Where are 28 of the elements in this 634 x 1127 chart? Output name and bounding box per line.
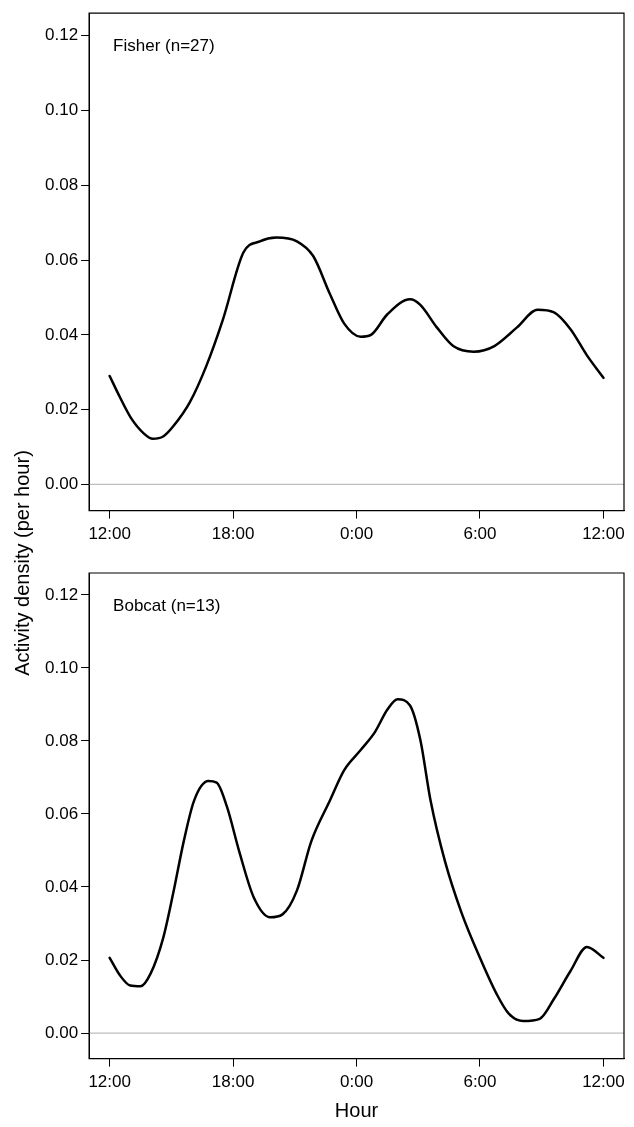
- x-tick-label: 18:00: [211, 1072, 255, 1092]
- x-tick-label: 0:00: [340, 1072, 374, 1092]
- y-tick-label: 0.00: [44, 474, 79, 494]
- y-tick-label: 0.06: [44, 803, 79, 823]
- x-tick-label: 6:00: [463, 524, 497, 544]
- x-tick-label: 12:00: [88, 524, 131, 544]
- y-tick-label: 0.08: [44, 174, 79, 194]
- annotation: Fisher (n=27): [113, 36, 215, 56]
- y-tick-label: 0.04: [44, 324, 79, 344]
- x-tick-label: 12:00: [582, 1072, 625, 1092]
- y-tick-label: 0.12: [44, 584, 79, 604]
- y-axis-title: Activity density (per hour): [10, 450, 34, 676]
- x-tick-label: 12:00: [88, 1072, 131, 1092]
- x-tick-label: 6:00: [463, 1072, 497, 1092]
- y-tick-label: 0.04: [44, 876, 79, 896]
- annotation: Bobcat (n=13): [113, 596, 221, 616]
- y-tick-label: 0.00: [44, 1022, 79, 1042]
- y-tick-label: 0.10: [44, 657, 79, 677]
- y-tick-label: 0.10: [44, 100, 79, 120]
- y-tick-label: 0.08: [44, 730, 79, 750]
- y-tick-label: 0.02: [44, 949, 79, 969]
- x-axis-title: Hour: [334, 1098, 379, 1121]
- y-tick-label: 0.12: [44, 25, 79, 45]
- y-tick-label: 0.06: [44, 249, 79, 269]
- x-tick-label: 18:00: [211, 524, 255, 544]
- y-tick-label: 0.02: [44, 399, 79, 419]
- x-tick-label: 12:00: [582, 524, 625, 544]
- x-tick-label: 0:00: [340, 524, 374, 544]
